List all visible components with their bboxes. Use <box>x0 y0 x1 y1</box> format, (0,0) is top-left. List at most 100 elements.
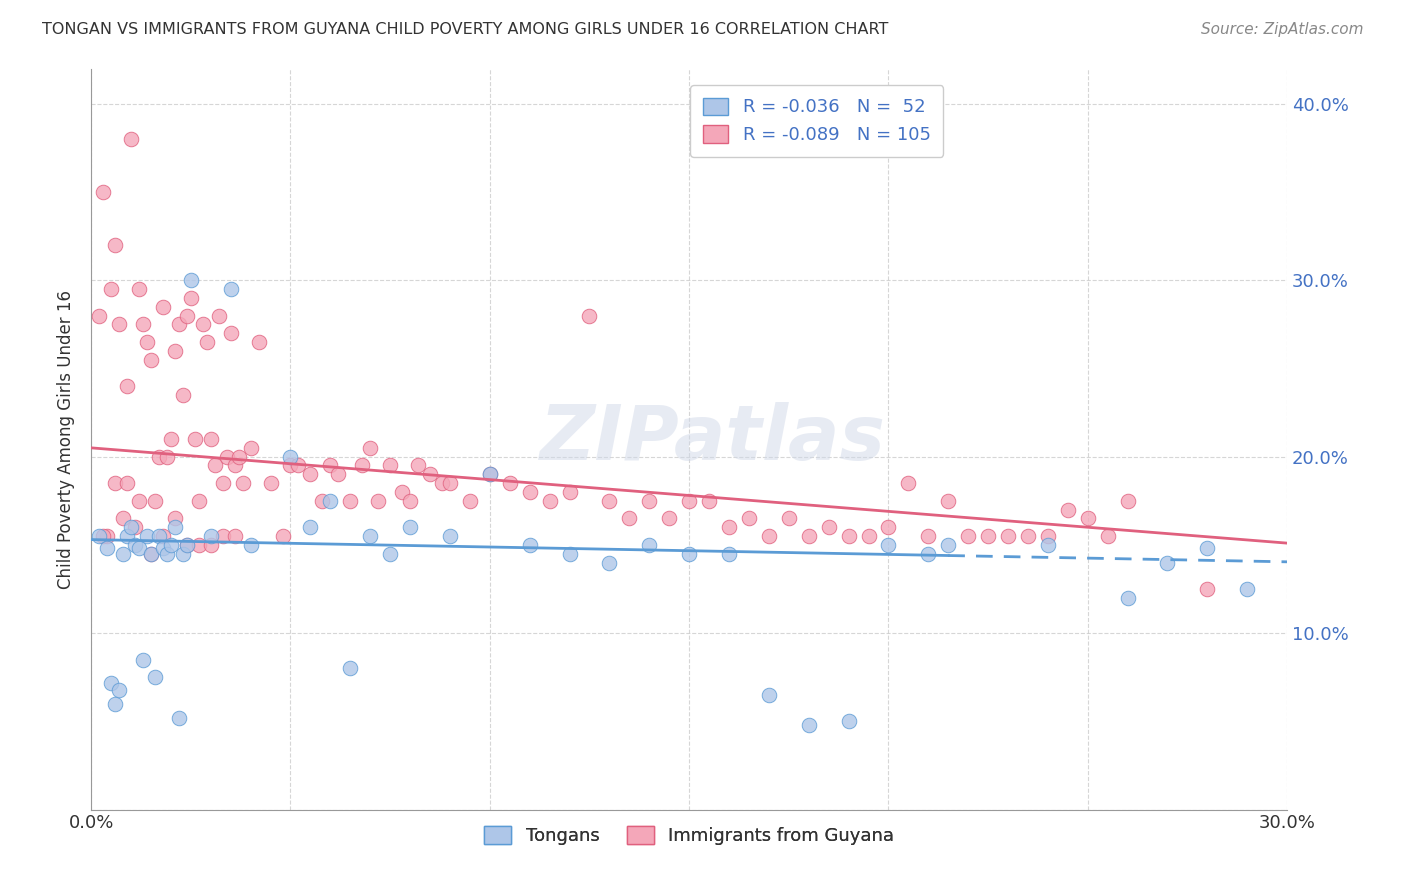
Point <box>598 493 620 508</box>
Point <box>160 432 183 446</box>
Point <box>299 467 322 482</box>
Point <box>132 318 155 332</box>
Point <box>128 493 150 508</box>
Point <box>419 467 441 482</box>
Point <box>519 538 541 552</box>
Point <box>191 318 214 332</box>
Point <box>100 675 122 690</box>
Point <box>339 493 361 508</box>
Point <box>219 326 242 341</box>
Point <box>287 458 309 473</box>
Point <box>738 511 761 525</box>
Point <box>519 485 541 500</box>
Point <box>838 714 860 729</box>
Text: ZIPatlas: ZIPatlas <box>540 402 886 476</box>
Point <box>232 476 254 491</box>
Point <box>458 493 481 508</box>
Text: Source: ZipAtlas.com: Source: ZipAtlas.com <box>1201 22 1364 37</box>
Point <box>259 476 281 491</box>
Point <box>1197 582 1219 596</box>
Point <box>1156 556 1178 570</box>
Point <box>328 467 350 482</box>
Point <box>280 450 302 464</box>
Point <box>184 432 207 446</box>
Point <box>136 334 159 349</box>
Point <box>936 493 959 508</box>
Point <box>148 529 170 543</box>
Point <box>1116 591 1139 605</box>
Point <box>558 485 581 500</box>
Point <box>163 520 186 534</box>
Point <box>378 547 401 561</box>
Point <box>104 238 127 252</box>
Point <box>96 529 118 543</box>
Point <box>195 334 218 349</box>
Point <box>187 493 209 508</box>
Point <box>1036 538 1059 552</box>
Point <box>558 547 581 561</box>
Point <box>697 493 720 508</box>
Point <box>678 493 700 508</box>
Point <box>172 388 194 402</box>
Point <box>877 538 900 552</box>
Point <box>200 432 222 446</box>
Point <box>858 529 880 543</box>
Point <box>112 511 135 525</box>
Point <box>143 493 166 508</box>
Point <box>204 458 226 473</box>
Point <box>430 476 453 491</box>
Point <box>797 718 820 732</box>
Point <box>224 529 246 543</box>
Point <box>215 450 238 464</box>
Point <box>120 132 142 146</box>
Point <box>139 352 162 367</box>
Point <box>163 511 186 525</box>
Point <box>120 520 142 534</box>
Point <box>112 547 135 561</box>
Point <box>399 520 422 534</box>
Point <box>211 476 233 491</box>
Point <box>717 547 740 561</box>
Point <box>180 291 202 305</box>
Point <box>1097 529 1119 543</box>
Point <box>115 529 138 543</box>
Point <box>359 529 381 543</box>
Point <box>89 309 111 323</box>
Point <box>180 273 202 287</box>
Point <box>797 529 820 543</box>
Point <box>1077 511 1099 525</box>
Point <box>167 318 190 332</box>
Point <box>997 529 1019 543</box>
Point <box>115 476 138 491</box>
Point <box>124 520 146 534</box>
Point <box>838 529 860 543</box>
Point <box>1017 529 1039 543</box>
Point <box>378 458 401 473</box>
Text: TONGAN VS IMMIGRANTS FROM GUYANA CHILD POVERTY AMONG GIRLS UNDER 16 CORRELATION : TONGAN VS IMMIGRANTS FROM GUYANA CHILD P… <box>42 22 889 37</box>
Point <box>100 282 122 296</box>
Point <box>598 556 620 570</box>
Point <box>1197 541 1219 556</box>
Point <box>239 441 262 455</box>
Point <box>538 493 561 508</box>
Point <box>1116 493 1139 508</box>
Point <box>176 538 198 552</box>
Point <box>758 688 780 702</box>
Point <box>319 493 342 508</box>
Point <box>1036 529 1059 543</box>
Point <box>917 547 939 561</box>
Point <box>176 538 198 552</box>
Point <box>139 547 162 561</box>
Point <box>187 538 209 552</box>
Point <box>499 476 522 491</box>
Point <box>578 309 600 323</box>
Point <box>478 467 501 482</box>
Point <box>91 185 114 199</box>
Point <box>91 529 114 543</box>
Point <box>89 529 111 543</box>
Point <box>619 511 641 525</box>
Point <box>104 697 127 711</box>
Point <box>638 538 661 552</box>
Point <box>478 467 501 482</box>
Point <box>391 485 413 500</box>
